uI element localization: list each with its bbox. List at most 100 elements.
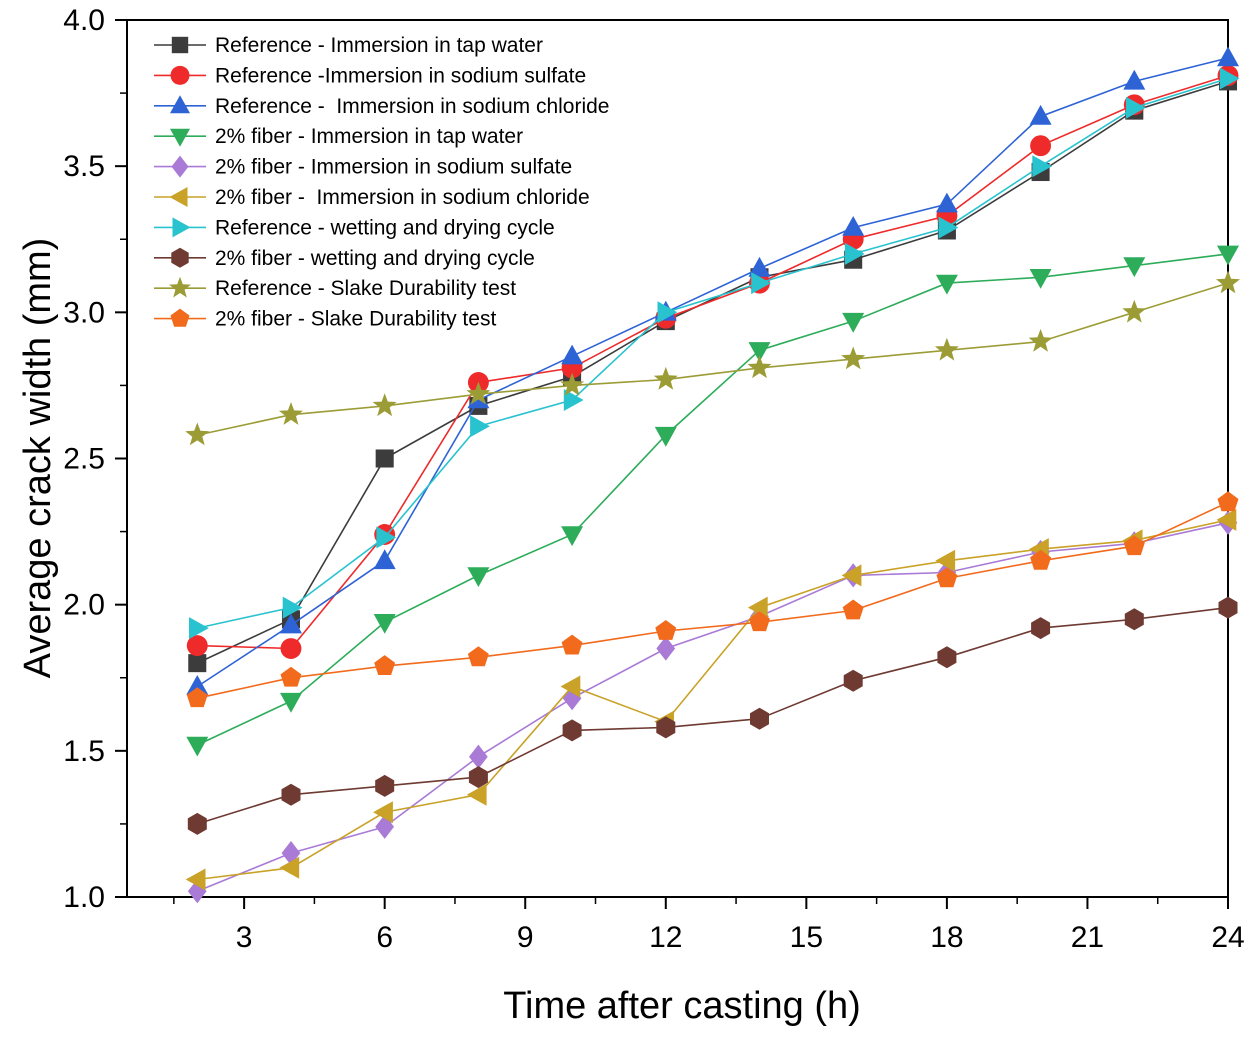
data-point (1029, 104, 1052, 125)
data-point (1219, 67, 1240, 90)
series-9 (185, 270, 1240, 446)
series-6 (185, 508, 1237, 891)
data-point (657, 301, 678, 324)
data-point (563, 389, 584, 411)
data-point (560, 675, 581, 698)
data-point (375, 449, 394, 468)
data-point (655, 620, 677, 640)
data-point (1028, 328, 1053, 352)
legend-item: 2% fiber - Immersion in tap water (154, 125, 523, 148)
legend-label: 2% fiber - wetting and drying cycle (215, 247, 535, 270)
data-point (469, 744, 488, 769)
legend-item: Reference - Immersion in tap water (154, 34, 543, 57)
y-tick-label: 2.5 (63, 443, 105, 476)
x-tick-label: 6 (376, 921, 393, 954)
data-point (372, 393, 397, 417)
legend-item: Reference - Immersion in sodium chloride (154, 95, 610, 118)
x-axis-title: Time after casting (h) (503, 985, 861, 1027)
data-point (561, 634, 583, 655)
data-point (748, 256, 771, 277)
data-point (751, 272, 771, 295)
data-point (188, 654, 207, 673)
data-point (280, 692, 302, 713)
series-5 (187, 510, 1238, 904)
data-point (1217, 491, 1239, 512)
data-point (185, 868, 206, 891)
data-point (467, 646, 489, 667)
data-point (280, 666, 302, 687)
data-point (1031, 617, 1051, 640)
series-line (197, 519, 1229, 881)
data-point (843, 669, 863, 692)
legend-marker (171, 247, 189, 268)
data-point (186, 687, 208, 708)
x-tick-label: 15 (790, 921, 823, 954)
legend-label: Reference - Slake Durability test (215, 277, 516, 300)
series-line (197, 74, 1229, 650)
data-point (373, 801, 393, 824)
y-tick-label: 3.5 (63, 150, 105, 183)
y-axis-title: Average crack width (mm) (17, 238, 59, 679)
data-point (561, 526, 584, 547)
data-point (186, 736, 209, 757)
series-7 (189, 67, 1240, 640)
y-tick-label: 2.0 (63, 589, 105, 622)
data-point (280, 638, 302, 659)
data-point (1029, 269, 1052, 289)
data-point (468, 766, 488, 789)
legend-item: Reference - wetting and drying cycle (154, 216, 555, 239)
x-tick-label: 9 (517, 921, 534, 954)
series-line (196, 522, 1229, 892)
data-point (1123, 69, 1146, 90)
data-point (186, 675, 209, 695)
data-point (747, 596, 768, 619)
x-tick-label: 21 (1071, 921, 1104, 954)
series-line (197, 77, 1229, 629)
data-point (935, 274, 958, 295)
series-line (197, 282, 1229, 436)
x-tick-label: 3 (236, 921, 253, 954)
data-point (467, 567, 490, 587)
legend: Reference - Immersion in tap water Refere… (154, 34, 610, 331)
data-point (466, 381, 491, 405)
legend-item: 2% fiber - wetting and drying cycle (154, 247, 535, 270)
legend-marker (170, 65, 190, 85)
data-point (1123, 535, 1145, 556)
data-point (654, 426, 677, 447)
data-point (936, 567, 958, 588)
y-tick-label: 1.0 (63, 881, 105, 914)
data-point (560, 372, 585, 396)
series-4 (186, 245, 1239, 757)
data-point (279, 856, 300, 879)
data-point (1216, 508, 1237, 531)
legend-marker (169, 187, 188, 207)
legend-label: Reference - Immersion in sodium chloride (215, 95, 610, 118)
data-point (935, 192, 958, 213)
legend-marker (170, 128, 190, 147)
legend-item: 2% fiber - Slake Durability test (154, 308, 496, 331)
data-point (1216, 270, 1240, 294)
data-point (841, 564, 862, 587)
data-point (281, 783, 301, 806)
data-point (937, 646, 957, 669)
data-point (186, 635, 208, 657)
data-point (1123, 257, 1146, 278)
data-point (653, 366, 678, 390)
data-point (280, 613, 302, 634)
data-point (373, 614, 396, 634)
series-10 (186, 491, 1239, 708)
data-point (842, 599, 864, 620)
data-point (470, 415, 490, 438)
legend-label: 2% fiber - Immersion in sodium sulfate (215, 156, 572, 179)
x-tick-label: 12 (649, 921, 682, 954)
data-point (656, 636, 676, 661)
data-point (844, 242, 865, 265)
data-point (1030, 135, 1052, 157)
legend-label: Reference - Immersion in tap water (215, 34, 543, 57)
data-point (935, 549, 956, 572)
legend-item: Reference - Slake Durability test (154, 276, 516, 300)
data-point (842, 312, 865, 333)
data-point (1122, 299, 1147, 323)
data-point (187, 812, 207, 835)
